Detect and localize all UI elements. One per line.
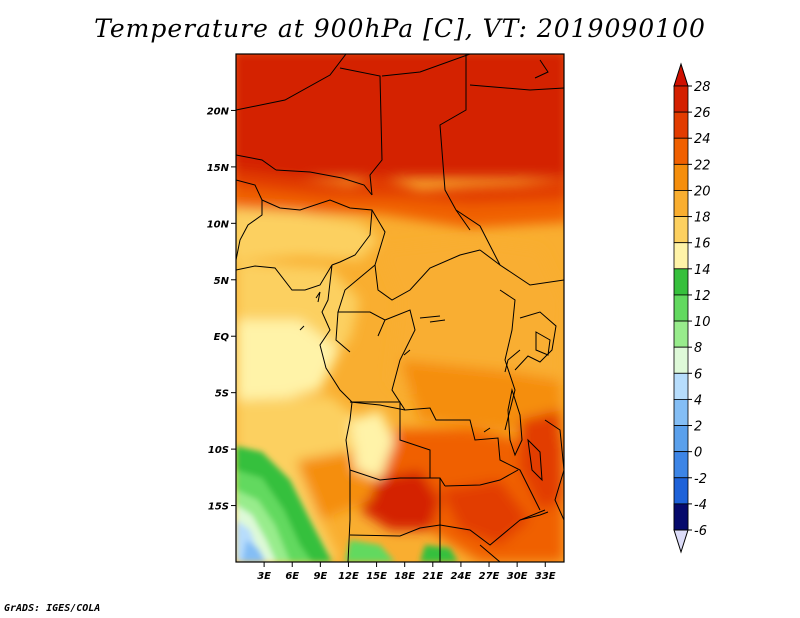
x-tick-label: 18E [394,571,415,582]
colorbar-segment [673,190,689,217]
colorbar-label: 12 [694,289,711,304]
x-tick-label: 3E [257,571,271,582]
colorbar-label: 20 [694,184,711,199]
colorbar-segment [673,268,689,296]
colorbar-label: 14 [694,263,711,278]
colorbar-segment [673,242,689,270]
footer-credit: GrADS: IGES/COLA [4,603,101,614]
colorbar-segment [673,451,689,479]
colorbar-bottom-triangle [673,529,689,554]
colorbar-segment [673,477,689,505]
colorbar-segment [673,137,689,165]
x-tick-label: 24E [451,571,472,582]
x-tick-label: 27E [479,571,500,582]
colorbar-label: 8 [694,341,702,356]
y-tick-label: 10S [208,445,229,456]
colorbar-label: 22 [694,158,711,173]
colorbar-label: -2 [694,472,707,487]
colorbar-segment [673,111,689,139]
map-title: Temperature at 900hPa [C], VT: 201909010… [94,14,706,43]
x-tick-label: 33E [535,571,556,582]
colorbar-label: 2 [694,420,702,435]
colorbar-top-triangle [673,62,689,87]
colorbar-segment [673,346,689,374]
x-tick-label: 12E [338,571,359,582]
colorbar-segment [673,372,689,400]
country-borders [236,54,564,562]
colorbar-label: -6 [694,524,707,539]
x-tick-label: 15E [366,571,387,582]
colorbar-segment [673,85,689,113]
temperature-field [236,54,564,562]
y-tick-label: 15N [207,163,230,174]
colorbar-segment [673,216,689,244]
colorbar-segment [673,425,689,453]
colorbar-label: 10 [694,315,711,330]
colorbar-label: 4 [694,393,702,408]
colorbar-segment [673,294,689,322]
colorbar-label: -4 [694,498,707,513]
y-tick-label: 15S [208,502,229,513]
x-tick-label: 21E [422,571,443,582]
colorbar-segment [673,320,689,348]
map-frame [235,53,565,563]
x-tick-label: 30E [507,571,528,582]
y-axis: 20N 15N 10N 5N EQ 5S 10S 15S [207,106,236,513]
y-tick-label: 20N [207,106,230,117]
y-tick-label: 5N [214,276,230,287]
colorbar-label: 0 [694,446,702,461]
colorbar-label: 18 [694,211,711,226]
colorbar-segment [673,163,689,191]
y-tick-label: 5S [215,389,229,400]
colorbar-label: 16 [694,237,711,252]
colorbar-label: 24 [694,132,711,147]
x-axis: 3E 6E 9E 12E 15E 18E 21E 24E 27E 30E 33E [257,562,556,582]
colorbar-label: 26 [694,106,711,121]
y-tick-label: 10N [207,219,230,230]
colorbar-label: 6 [694,367,702,382]
colorbar-segment [673,399,689,426]
x-tick-label: 9E [313,571,327,582]
y-tick-label: EQ [214,332,230,343]
colorbar-segment [673,503,689,531]
x-tick-label: 6E [285,571,299,582]
colorbar-label: 28 [694,80,711,95]
